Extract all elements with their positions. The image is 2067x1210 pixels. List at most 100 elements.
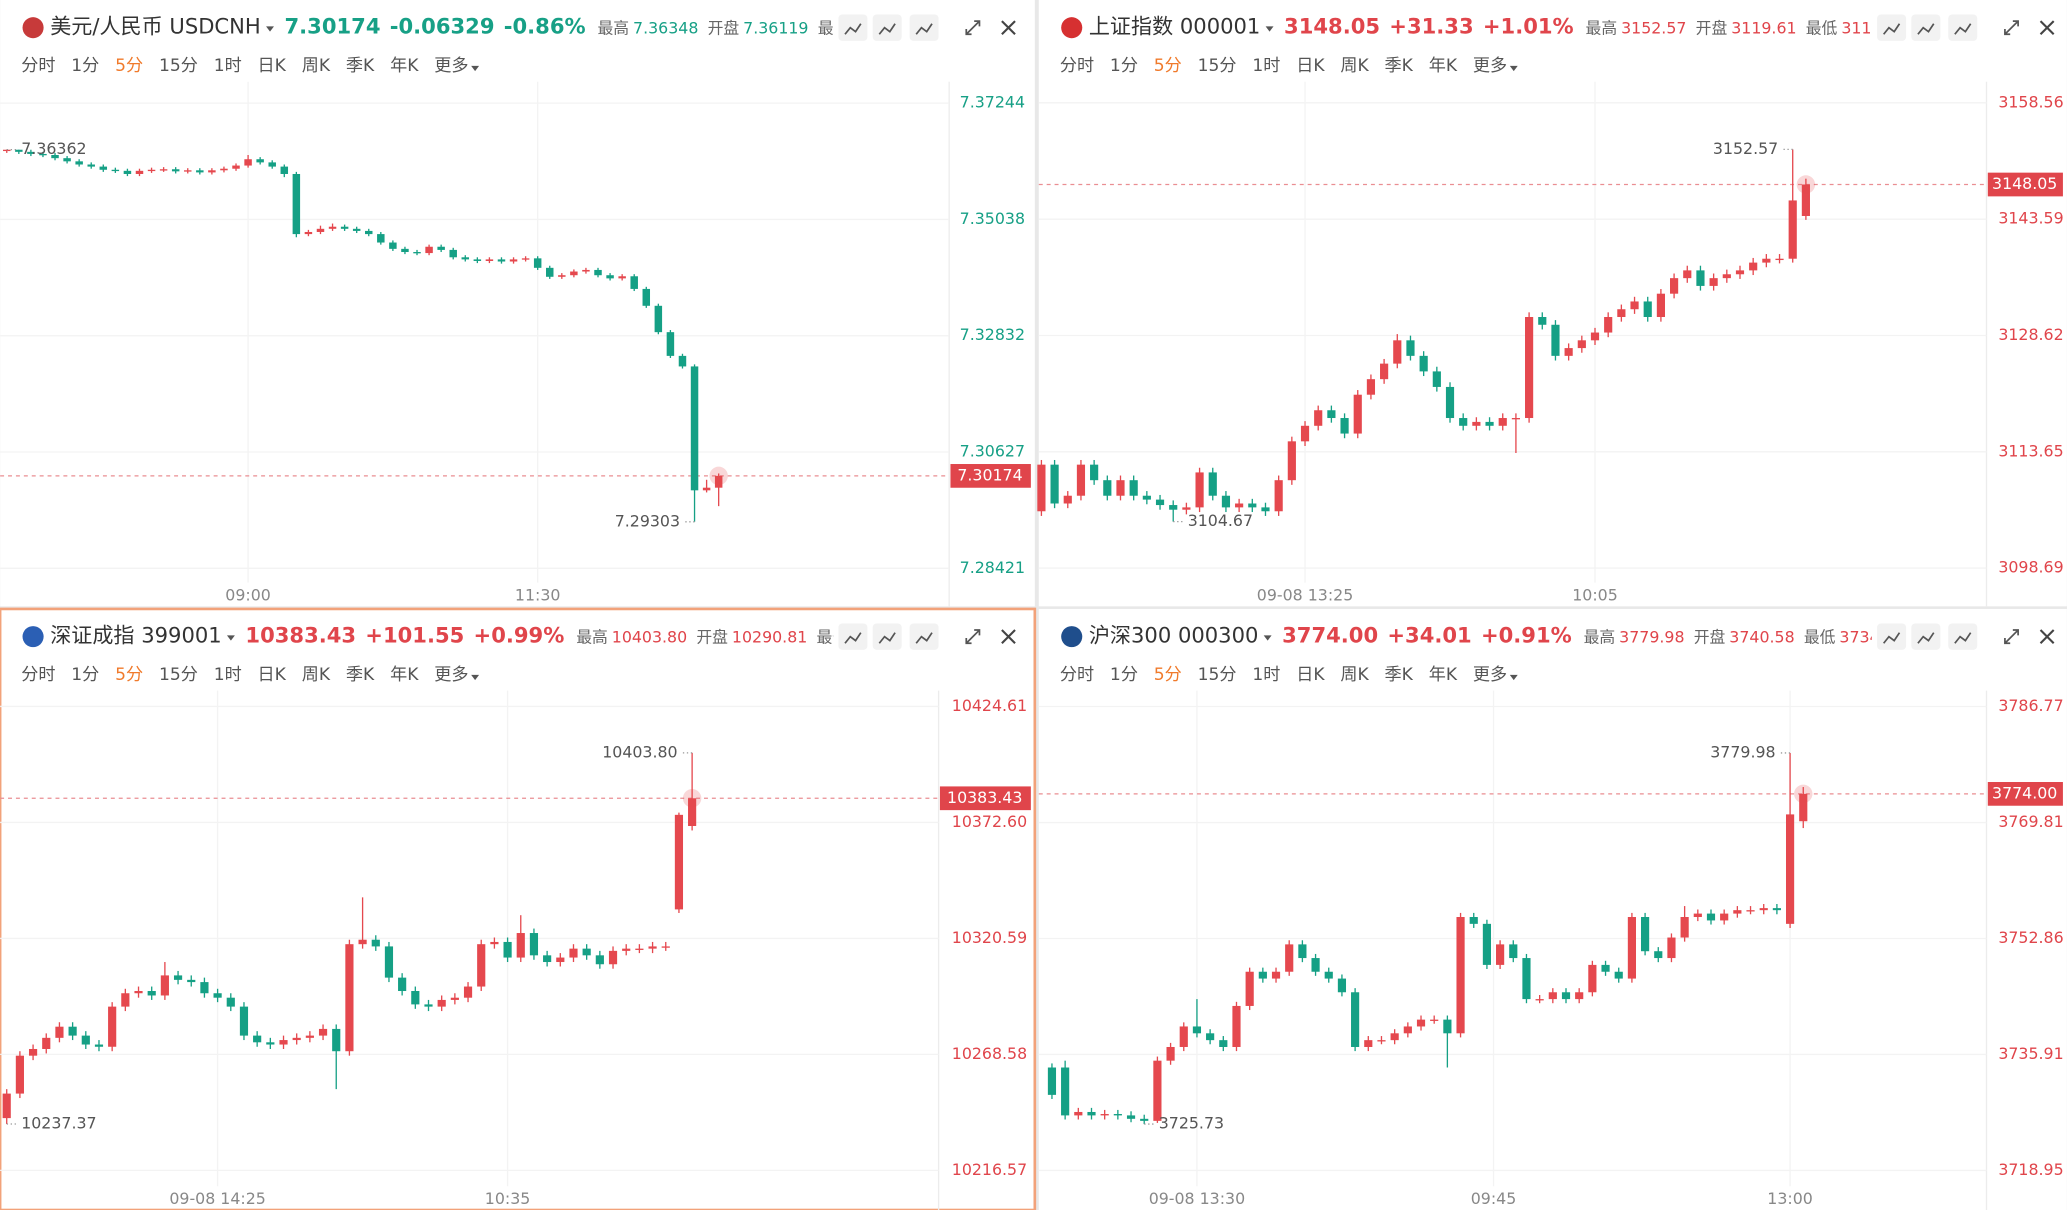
y-tick-label: 3752.86 <box>1998 928 2063 947</box>
close-button[interactable] <box>2039 629 2055 644</box>
period-tab[interactable]: 15分 <box>159 665 198 685</box>
candle-body <box>674 814 684 910</box>
candle-body <box>425 246 433 254</box>
tool-button[interactable] <box>1877 14 1907 41</box>
y-tick-label: 7.35038 <box>960 209 1025 228</box>
period-tab[interactable]: 季K <box>1385 665 1414 685</box>
tool-button[interactable] <box>909 623 939 650</box>
period-tab[interactable]: 季K <box>1385 56 1414 76</box>
symbol-title[interactable]: 上证指数 000001 <box>1089 14 1260 39</box>
symbol-title[interactable]: 沪深300 000300 <box>1089 623 1259 648</box>
tool-icon <box>844 23 862 35</box>
tool-button[interactable] <box>1877 623 1907 650</box>
period-tab[interactable]: 分时 <box>1060 665 1094 685</box>
period-tab[interactable]: 更多 <box>1473 665 1507 685</box>
candle-body <box>63 158 71 162</box>
period-tab[interactable]: 分时 <box>21 56 55 76</box>
candle-body <box>1298 944 1307 959</box>
close-button[interactable] <box>1001 629 1016 644</box>
tool-button[interactable] <box>1911 623 1941 650</box>
period-tab[interactable]: 分时 <box>1060 56 1094 76</box>
candle-body <box>1076 464 1086 496</box>
period-tab[interactable]: 1分 <box>71 665 99 685</box>
symbol-title[interactable]: 深证成指 399001 <box>50 623 221 648</box>
stat-label: 最低 <box>818 18 850 37</box>
candle-body <box>121 993 130 1007</box>
candle-body <box>1472 421 1481 426</box>
period-tab[interactable]: 更多 <box>1473 56 1507 76</box>
tool-button[interactable] <box>1948 623 1978 650</box>
tool-button[interactable] <box>1911 14 1941 41</box>
candle-body <box>328 226 337 229</box>
period-tab[interactable]: 1分 <box>71 56 99 76</box>
tool-button[interactable] <box>872 14 902 41</box>
candle-body <box>1406 340 1415 356</box>
period-tab[interactable]: 分时 <box>21 665 55 685</box>
x-tick-label: 10:35 <box>485 1189 531 1208</box>
expand-button[interactable] <box>965 20 981 36</box>
period-tab[interactable]: 日K <box>1296 56 1325 76</box>
period-tab[interactable]: 1分 <box>1110 665 1138 685</box>
period-tab[interactable]: 1分 <box>1110 56 1138 76</box>
candle-body <box>111 169 120 172</box>
tool-button[interactable] <box>838 623 868 650</box>
candle-body <box>1575 992 1584 1000</box>
candle-body <box>184 170 192 172</box>
period-tab[interactable]: 日K <box>1296 665 1325 685</box>
period-tab[interactable]: 季K <box>346 665 375 685</box>
period-tab[interactable]: 15分 <box>1198 56 1237 76</box>
period-tab[interactable]: 1时 <box>214 665 242 685</box>
expand-button[interactable] <box>965 629 981 645</box>
header: 沪深300 000300 3774.00 +34.01 +0.91% 最高 3779.98… <box>1089 623 1872 648</box>
period-tab[interactable]: 年K <box>1429 665 1458 685</box>
period-tab[interactable]: 周K <box>302 56 331 76</box>
close-button[interactable] <box>1001 20 1016 36</box>
candle-body <box>345 944 354 1052</box>
period-tab[interactable]: 周K <box>1340 56 1369 76</box>
dropdown-caret[interactable] <box>1263 635 1272 641</box>
period-tab[interactable]: 更多 <box>434 665 468 685</box>
period-tab[interactable]: 15分 <box>159 56 198 76</box>
marker-label: 3104.67 <box>1188 511 1253 530</box>
period-tab[interactable]: 季K <box>346 56 375 76</box>
period-tab[interactable]: 周K <box>1340 665 1369 685</box>
period-tab[interactable]: 5分 <box>1154 665 1182 685</box>
dropdown-caret[interactable] <box>226 635 235 641</box>
candle-body <box>1561 992 1571 1000</box>
period-tab[interactable]: 日K <box>258 665 287 685</box>
candle-body <box>1100 1114 1109 1116</box>
expand-button[interactable] <box>2004 629 2019 645</box>
dropdown-caret[interactable] <box>266 26 274 32</box>
period-tab[interactable]: 年K <box>1429 56 1458 76</box>
period-tab[interactable]: 15分 <box>1198 665 1237 685</box>
symbol-title[interactable]: 美元/人民币 USDCNH <box>50 14 261 39</box>
candle-body <box>1641 917 1650 952</box>
period-tab[interactable]: 1时 <box>214 56 242 76</box>
tool-button[interactable] <box>1948 14 1978 41</box>
more-caret <box>471 674 480 681</box>
stat-label: 最高 <box>1586 18 1618 37</box>
candle-body <box>1208 472 1217 496</box>
tool-button[interactable] <box>909 14 939 41</box>
candle-body <box>529 933 539 956</box>
tool-button[interactable] <box>872 623 902 650</box>
period-tab[interactable]: 日K <box>258 56 287 76</box>
dropdown-caret[interactable] <box>1265 26 1274 32</box>
period-tab[interactable]: 5分 <box>1154 56 1182 76</box>
period-tab[interactable]: 年K <box>390 56 419 76</box>
period-tab[interactable]: 年K <box>390 665 419 685</box>
period-tab[interactable]: 1时 <box>1252 56 1280 76</box>
expand-button[interactable] <box>2004 20 2019 36</box>
candle-body <box>1285 944 1294 972</box>
candle-body <box>570 271 578 276</box>
period-tab[interactable]: 周K <box>302 665 331 685</box>
period-tab[interactable]: 5分 <box>115 665 143 685</box>
stat-label: 开盘 <box>1696 18 1728 37</box>
candle-body <box>256 159 264 163</box>
tool-button[interactable] <box>838 14 868 41</box>
period-tab[interactable]: 更多 <box>434 56 468 76</box>
close-button[interactable] <box>2039 20 2055 36</box>
period-tab[interactable]: 1时 <box>1252 665 1280 685</box>
candle-body <box>1126 1115 1136 1119</box>
period-tab[interactable]: 5分 <box>115 56 143 76</box>
